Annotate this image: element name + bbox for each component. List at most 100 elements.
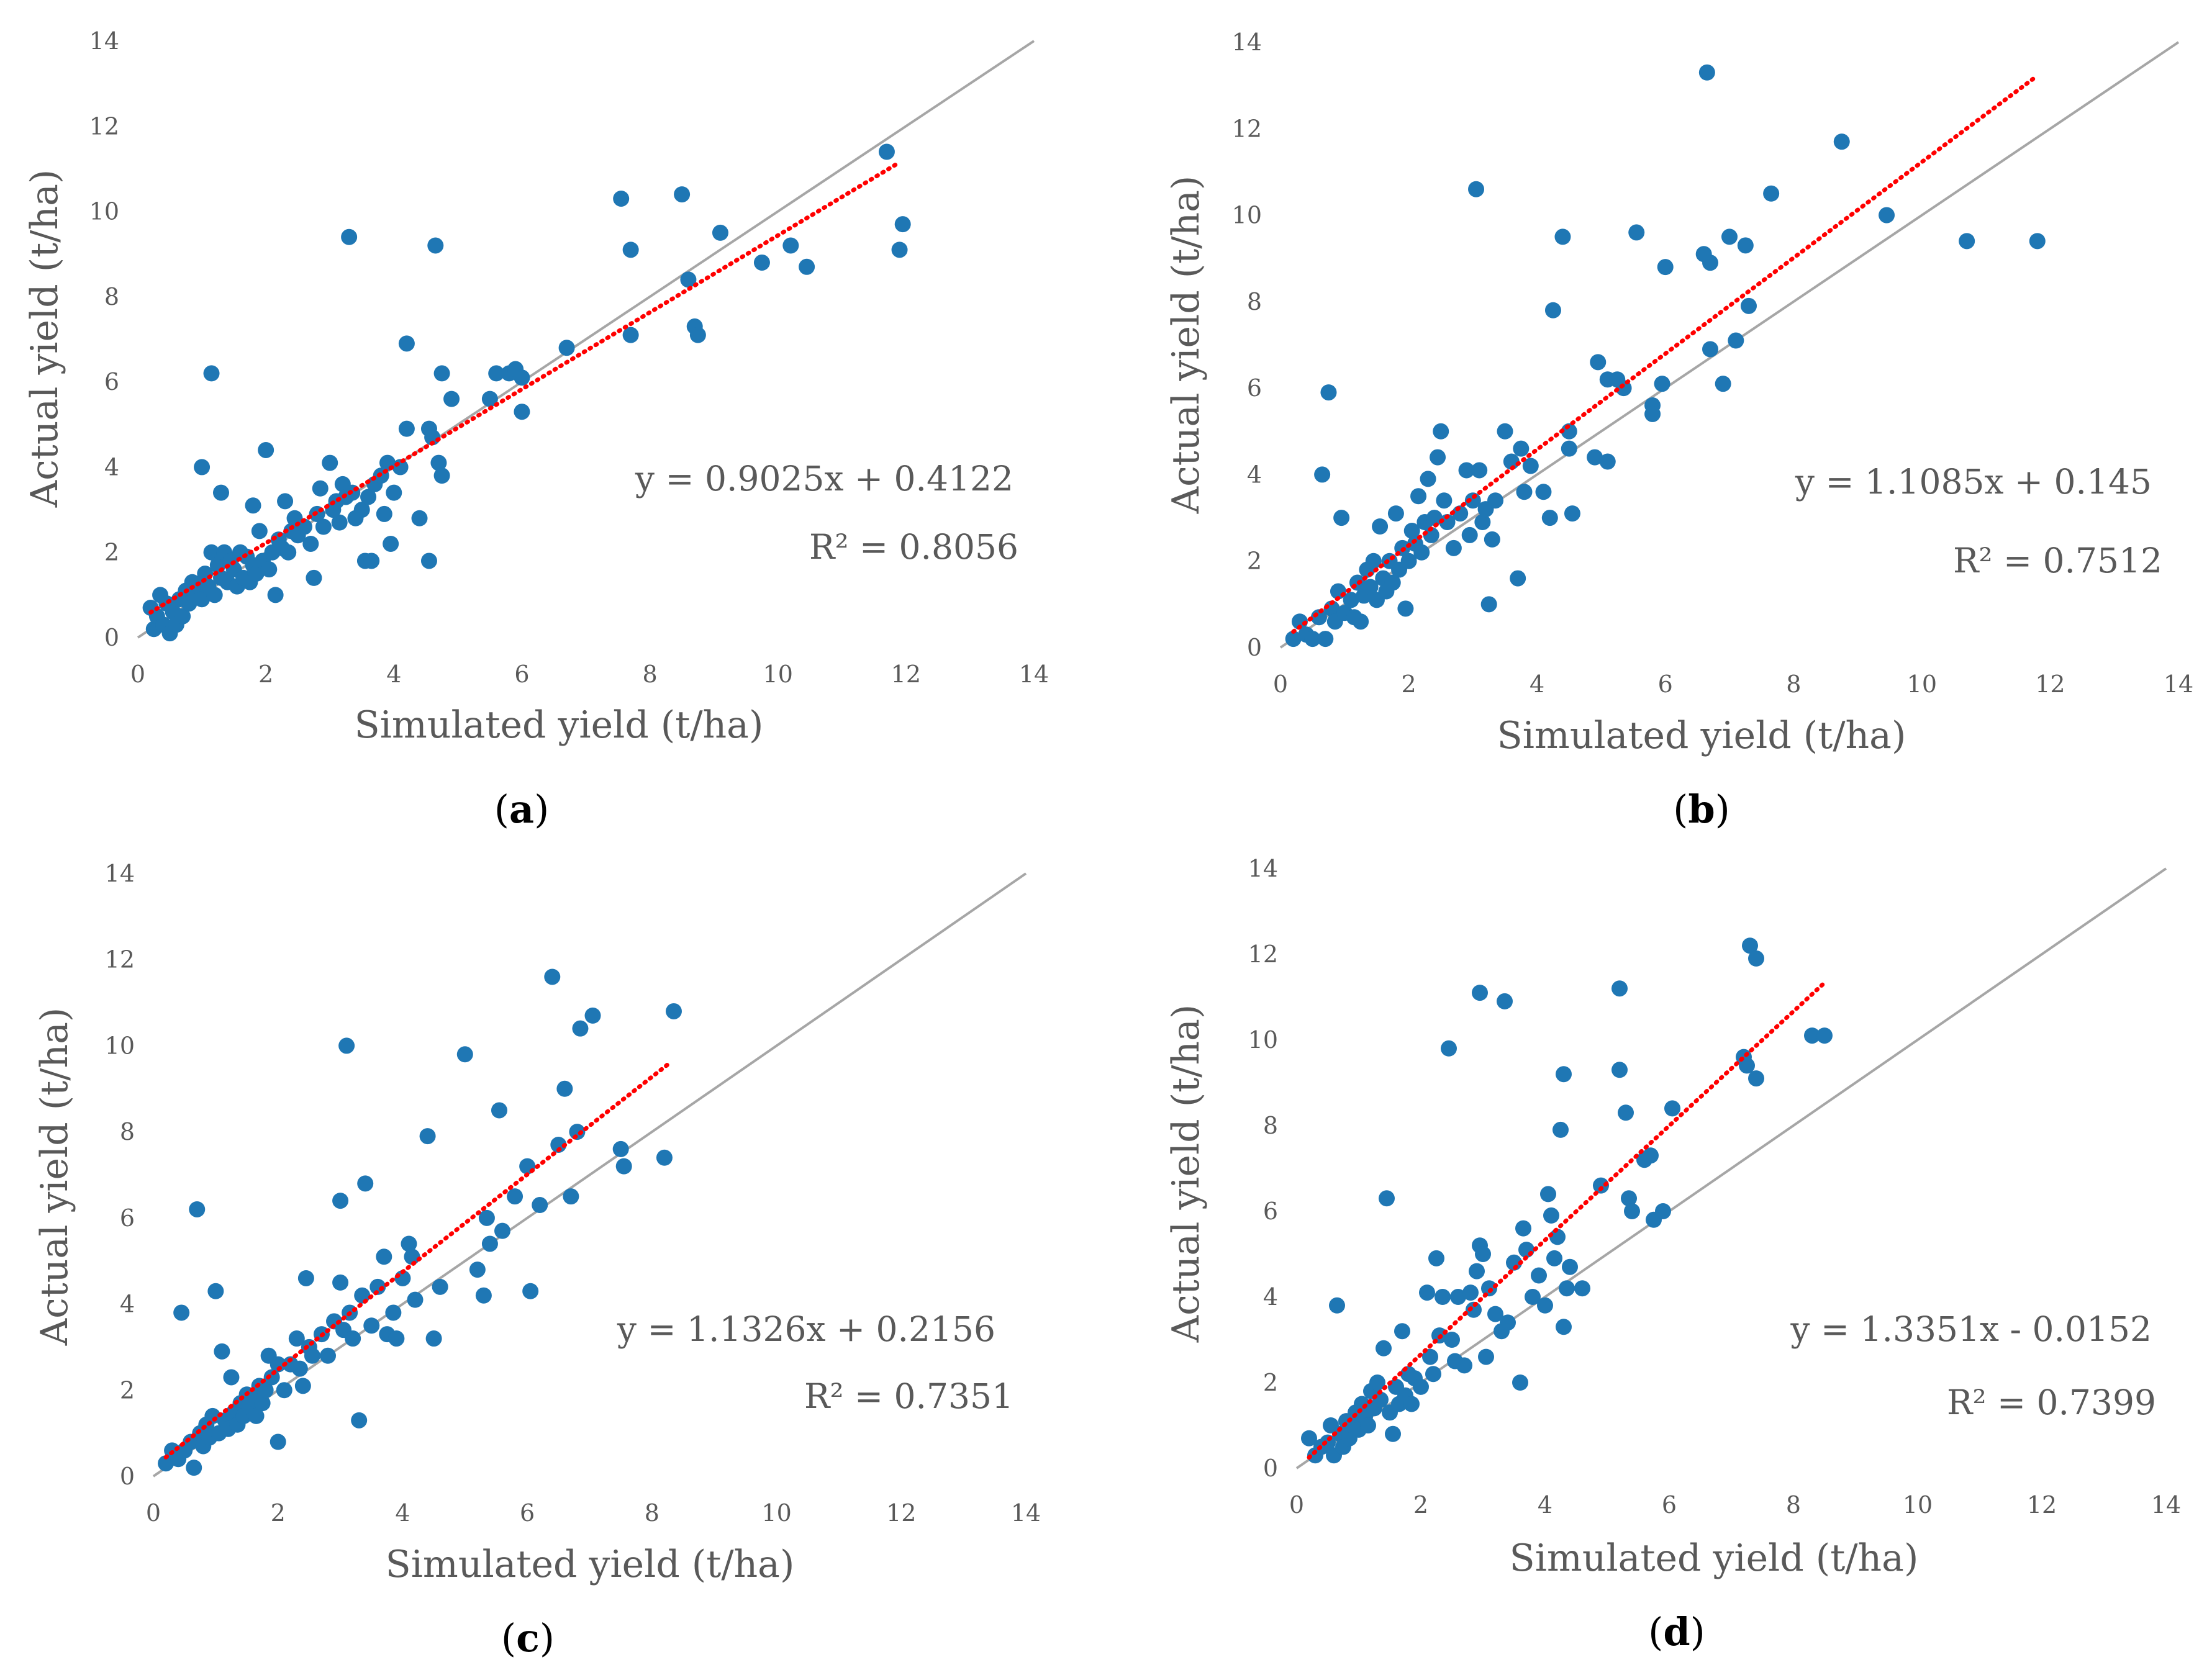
data-point — [1549, 1229, 1566, 1245]
data-point — [363, 553, 380, 569]
trendline-layer — [163, 1060, 673, 1460]
x-tick-labels: 0 2 4 6 8 10 12 14 — [130, 661, 1049, 688]
data-point — [1516, 484, 1533, 500]
data-point — [1543, 1207, 1559, 1224]
data-point — [1510, 570, 1526, 587]
y-tick-label: 12 — [1248, 941, 1278, 968]
data-point — [1400, 553, 1417, 569]
data-point — [2029, 233, 2046, 250]
data-point — [550, 1136, 567, 1153]
data-point — [1314, 466, 1331, 483]
data-point — [481, 1235, 498, 1252]
data-point — [1466, 1301, 1482, 1318]
data-point — [1748, 950, 1764, 967]
data-point — [469, 1262, 486, 1278]
data-point — [173, 1304, 190, 1321]
data-point — [363, 1317, 380, 1334]
y-tick-label: 14 — [1232, 29, 1262, 56]
data-point — [270, 1356, 286, 1373]
x-tick-label: 10 — [763, 661, 793, 688]
data-point — [1420, 471, 1436, 487]
data-point — [1574, 1280, 1590, 1297]
data-point — [322, 454, 338, 471]
data-point — [1481, 1280, 1497, 1297]
data-point — [522, 1283, 539, 1299]
data-point — [315, 518, 332, 535]
data-point — [296, 518, 312, 535]
panel-label-close: ) — [534, 787, 549, 832]
x-tick-label: 0 — [1273, 670, 1288, 698]
x-tick-labels: 0 2 4 6 8 10 12 14 — [1289, 1491, 2181, 1519]
points-layer — [142, 143, 911, 642]
data-point — [254, 1395, 271, 1412]
data-point — [1624, 1203, 1640, 1219]
data-point — [689, 327, 706, 343]
data-point — [332, 1274, 349, 1291]
data-point — [1372, 518, 1389, 535]
data-point — [475, 1287, 492, 1304]
x-tick-label: 8 — [645, 1499, 660, 1527]
data-point — [1484, 531, 1500, 548]
x-tick-label: 4 — [386, 661, 401, 688]
data-point — [1456, 1357, 1472, 1374]
data-point — [1833, 133, 1850, 150]
data-point — [245, 497, 261, 514]
data-point — [1552, 1121, 1569, 1138]
data-point — [1333, 510, 1350, 526]
data-point — [494, 1222, 510, 1239]
trendline-equation: y = 0.9025x + 0.4122 — [635, 459, 1013, 499]
data-point — [411, 510, 428, 526]
data-point — [1525, 1289, 1541, 1305]
panel-label: (d) — [1648, 1609, 1705, 1654]
r-squared-label: R² = 0.8056 — [809, 527, 1018, 567]
y-tick-label: 0 — [104, 624, 119, 651]
panel-label-close: ) — [1690, 1609, 1705, 1654]
data-point — [1376, 1340, 1392, 1356]
x-tick-label: 12 — [891, 661, 921, 688]
data-point — [622, 241, 639, 258]
data-point — [1413, 544, 1430, 561]
panel-b: 0 2 4 6 8 10 12 14 0 2 4 6 8 10 12 14 Simulated yield … — [1164, 29, 2193, 832]
y-tick-label: 10 — [1232, 202, 1262, 229]
data-point — [1435, 1289, 1451, 1305]
data-point — [1564, 505, 1580, 522]
data-point — [420, 553, 437, 569]
data-point — [294, 1378, 311, 1394]
x-tick-label: 0 — [130, 661, 145, 688]
panel-label-letter: d — [1663, 1609, 1690, 1654]
x-tick-label: 10 — [761, 1499, 791, 1527]
data-point — [1301, 1430, 1317, 1447]
data-point — [1544, 302, 1561, 318]
y-axis-title: Actual yield (t/ha) — [33, 1008, 76, 1347]
data-point — [1304, 631, 1321, 648]
data-point — [297, 1270, 314, 1286]
data-point — [612, 1140, 629, 1157]
data-point — [1444, 1332, 1460, 1348]
data-point — [1430, 449, 1446, 466]
data-point — [1518, 1242, 1534, 1258]
data-point — [1419, 1284, 1435, 1301]
data-point — [514, 369, 530, 386]
data-point — [613, 190, 630, 207]
data-point — [514, 404, 530, 420]
x-tick-label: 8 — [1786, 1491, 1801, 1519]
y-tick-label: 8 — [104, 283, 119, 310]
trendline — [163, 1060, 673, 1460]
data-point — [385, 1304, 402, 1321]
data-point — [186, 1460, 202, 1476]
data-point — [1475, 1246, 1491, 1262]
data-point — [425, 1330, 442, 1347]
data-point — [1522, 458, 1539, 474]
data-point — [1320, 384, 1337, 401]
data-point — [680, 271, 697, 288]
data-point — [207, 1283, 224, 1299]
data-point — [1462, 1284, 1479, 1301]
x-tick-label: 0 — [1289, 1491, 1304, 1519]
y-tick-label: 2 — [1263, 1369, 1278, 1396]
points-layer — [158, 968, 682, 1476]
data-point — [1655, 1203, 1671, 1219]
data-point — [1285, 631, 1302, 648]
x-tick-label: 6 — [520, 1499, 535, 1527]
data-point — [338, 1037, 355, 1054]
